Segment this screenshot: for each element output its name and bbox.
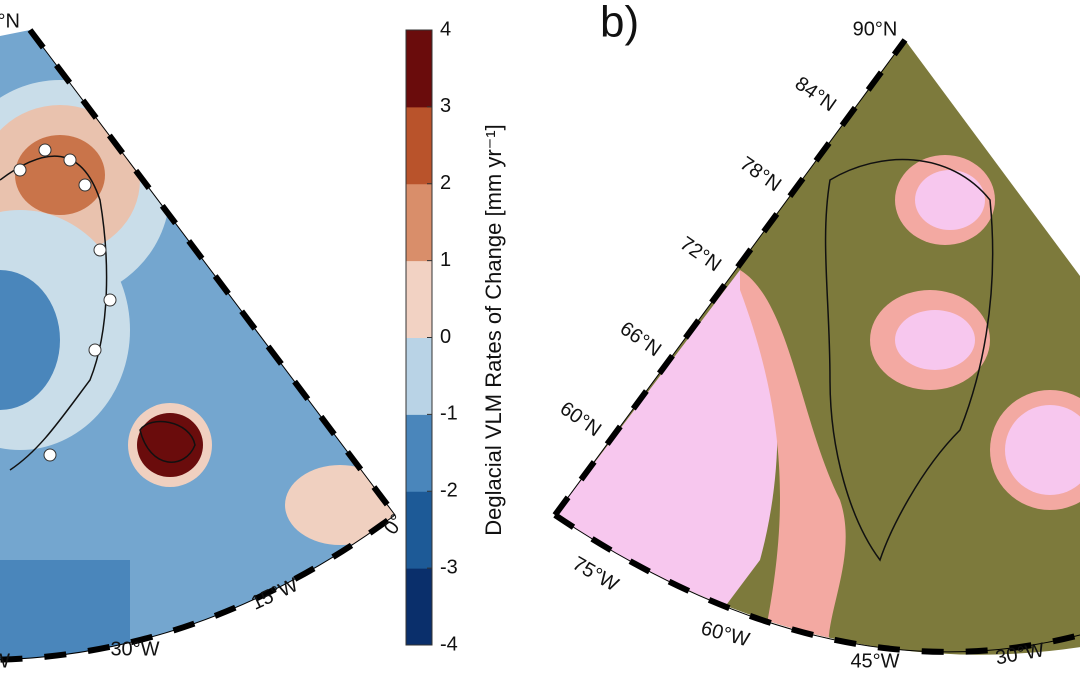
colorbar-tick-label: 2 <box>440 172 451 194</box>
lat-label: 90°N <box>0 10 20 32</box>
colorbar-tick-label: -4 <box>440 633 458 655</box>
lat-label: 60°N <box>556 398 605 442</box>
colorbar: -4 -3 -2 -1 0 1 2 3 4 <box>405 18 458 655</box>
colorbar-segment <box>406 337 432 415</box>
colorbar-segment <box>406 260 432 338</box>
colorbar-segment <box>406 106 432 185</box>
panel-label: b) <box>600 0 639 47</box>
lon-label: 45°W <box>0 650 10 672</box>
lon-label: 30°W <box>110 638 159 660</box>
map-a <box>0 30 395 660</box>
colorbar-segment <box>406 30 432 108</box>
lat-label: 90°N <box>853 18 898 40</box>
colorbar-tick-label: 4 <box>440 18 451 40</box>
colorbar-tick-label: 0 <box>440 326 451 348</box>
colorbar-tick-label: -3 <box>440 556 458 578</box>
colorbar-segment <box>406 414 432 492</box>
colorbar-tick-label: 1 <box>440 249 451 271</box>
lat-label: 66°N <box>616 318 665 362</box>
lat-label: 72°N <box>676 233 725 277</box>
colorbar-tick-label: -1 <box>440 403 458 425</box>
colorbar-segment <box>406 183 432 262</box>
colorbar-tick-label: -2 <box>440 480 458 502</box>
colorbar-tick-label: 3 <box>440 95 451 117</box>
lat-label: 78°N <box>736 153 785 197</box>
lon-label: 45°W <box>850 650 899 672</box>
colorbar-label: Deglacial VLM Rates of Change [mm yr⁻¹] <box>481 124 506 535</box>
lat-label: 84°N <box>791 73 840 117</box>
lon-label: 60°W <box>699 617 752 651</box>
lon-label: 75°W <box>569 553 623 597</box>
colorbar-segment <box>406 568 432 646</box>
colorbar-segment <box>406 491 432 569</box>
